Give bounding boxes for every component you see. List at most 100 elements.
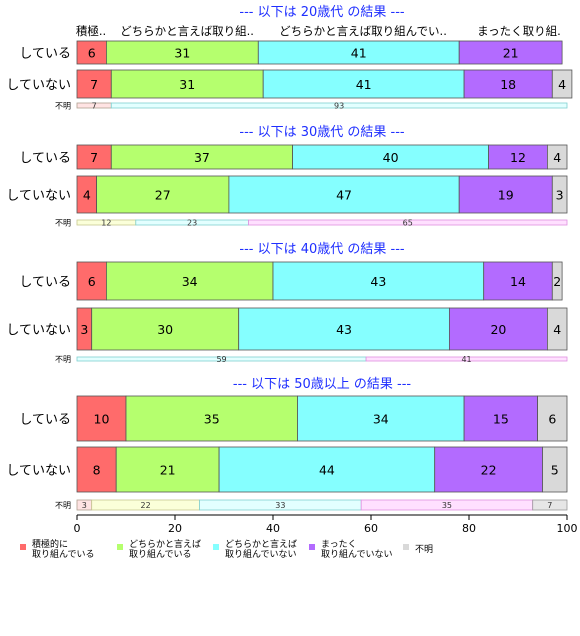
x-tick-label: 20 bbox=[168, 522, 182, 535]
segment-value-label: 18 bbox=[500, 77, 516, 92]
panel-title: --- 以下は 50歳以上 の結果 --- bbox=[233, 377, 412, 392]
unknown-segment-value-label: 7 bbox=[547, 501, 552, 510]
segment-value-label: 15 bbox=[493, 412, 509, 427]
row-label: していない bbox=[6, 323, 71, 338]
category-header: どちらかと言えば取り組.. bbox=[120, 24, 254, 38]
unknown-segment-value-label: 33 bbox=[275, 501, 285, 510]
bar-segment bbox=[218, 446, 436, 493]
segment-value-label: 6 bbox=[548, 412, 556, 427]
segment-value-label: 19 bbox=[498, 188, 514, 203]
legend-label: まったく bbox=[321, 539, 357, 550]
bar-segment bbox=[542, 446, 568, 493]
segment-value-label: 34 bbox=[373, 412, 389, 427]
legend-swatch bbox=[309, 544, 315, 550]
legend-swatch bbox=[117, 544, 123, 550]
segment-value-label: 43 bbox=[336, 322, 352, 337]
segment-value-label: 2 bbox=[553, 274, 561, 289]
segment-value-label: 6 bbox=[88, 46, 96, 61]
panel-title: --- 以下は 20歳代 の結果 --- bbox=[239, 5, 405, 20]
segment-value-label: 40 bbox=[383, 150, 399, 165]
segment-value-label: 14 bbox=[510, 274, 526, 289]
bar-segment bbox=[76, 69, 112, 99]
segment-value-label: 5 bbox=[551, 463, 559, 478]
unknown-segment-value-label: 22 bbox=[141, 501, 151, 510]
bar-segment bbox=[76, 395, 127, 442]
legend-label: どちらかと言えば bbox=[129, 538, 201, 550]
segment-value-label: 35 bbox=[204, 412, 220, 427]
segment-value-label: 12 bbox=[510, 150, 526, 165]
segment-value-label: 4 bbox=[553, 322, 561, 337]
legend-label: 取り組んでいる bbox=[32, 548, 95, 560]
segment-value-label: 7 bbox=[90, 150, 98, 165]
unknown-segment-value-label: 93 bbox=[334, 102, 344, 111]
segment-value-label: 22 bbox=[481, 463, 497, 478]
row-label: していない bbox=[6, 78, 71, 93]
panel-title: --- 以下は 40歳代 の結果 --- bbox=[239, 242, 405, 257]
x-tick-label: 0 bbox=[74, 522, 81, 535]
bar-segment bbox=[483, 261, 553, 301]
unknown-row-label: 不明 bbox=[55, 102, 71, 111]
bar-segment bbox=[551, 261, 563, 301]
row-label: している bbox=[19, 151, 71, 166]
legend-label: どちらかと言えば bbox=[225, 538, 297, 550]
legend-swatch bbox=[403, 544, 409, 550]
bar-segment bbox=[96, 175, 230, 214]
bar-segment bbox=[448, 307, 548, 351]
unknown-segment-value-label: 7 bbox=[92, 102, 97, 111]
category-header: どちらかと言えば取り組んでい.. bbox=[279, 24, 447, 38]
unknown-bar-segment bbox=[248, 219, 568, 226]
legend-label: 取り組んでいる bbox=[129, 548, 192, 560]
x-tick-label: 100 bbox=[557, 522, 578, 535]
segment-value-label: 30 bbox=[157, 322, 173, 337]
segment-value-label: 43 bbox=[370, 274, 386, 289]
bar-segment bbox=[110, 144, 294, 170]
row-label: している bbox=[19, 413, 71, 428]
unknown-row-label: 不明 bbox=[55, 219, 71, 228]
panel-title: --- 以下は 30歳代 の結果 --- bbox=[239, 125, 405, 140]
x-tick-label: 40 bbox=[266, 522, 280, 535]
unknown-bar-segment bbox=[110, 102, 568, 109]
segment-value-label: 4 bbox=[558, 77, 566, 92]
bar-segment bbox=[551, 69, 573, 99]
segment-value-label: 41 bbox=[351, 46, 367, 61]
segment-value-label: 21 bbox=[503, 46, 519, 61]
category-header: 積極.. bbox=[76, 24, 106, 38]
bar-segment bbox=[76, 144, 112, 170]
segment-value-label: 44 bbox=[319, 463, 335, 478]
bar-segment bbox=[551, 175, 568, 214]
row-label: していない bbox=[6, 464, 71, 479]
segment-value-label: 7 bbox=[90, 77, 98, 92]
legend-swatch bbox=[213, 544, 219, 550]
x-tick-label: 80 bbox=[462, 522, 476, 535]
segment-value-label: 20 bbox=[490, 322, 506, 337]
bar-segment bbox=[434, 446, 543, 493]
bar-segment bbox=[458, 40, 563, 65]
unknown-row-label: 不明 bbox=[55, 355, 71, 364]
segment-value-label: 4 bbox=[83, 188, 91, 203]
segment-value-label: 8 bbox=[93, 463, 101, 478]
segment-value-label: 34 bbox=[182, 274, 198, 289]
unknown-row-label: 不明 bbox=[55, 501, 71, 510]
unknown-segment-value-label: 59 bbox=[216, 355, 226, 364]
unknown-bar-segment bbox=[365, 356, 568, 362]
unknown-segment-value-label: 35 bbox=[442, 501, 452, 510]
segment-value-label: 37 bbox=[194, 150, 210, 165]
bar-segment bbox=[537, 395, 568, 442]
legend-label: 取り組んでいない bbox=[321, 548, 393, 560]
bar-segment bbox=[297, 395, 465, 442]
legend-label: 不明 bbox=[415, 544, 433, 555]
bar-segment bbox=[272, 261, 485, 301]
bar-segment bbox=[262, 69, 465, 99]
legend-label: 取り組んでいない bbox=[225, 548, 297, 560]
bar-segment bbox=[463, 69, 553, 99]
segment-value-label: 21 bbox=[160, 463, 176, 478]
legend-label: 積極的に bbox=[32, 538, 68, 550]
bar-segment bbox=[547, 307, 568, 351]
x-tick-label: 60 bbox=[364, 522, 378, 535]
unknown-bar-segment bbox=[532, 499, 568, 511]
segment-value-label: 4 bbox=[553, 150, 561, 165]
bar-segment bbox=[547, 144, 568, 170]
bar-segment bbox=[238, 307, 450, 351]
legend-swatch bbox=[20, 544, 26, 550]
